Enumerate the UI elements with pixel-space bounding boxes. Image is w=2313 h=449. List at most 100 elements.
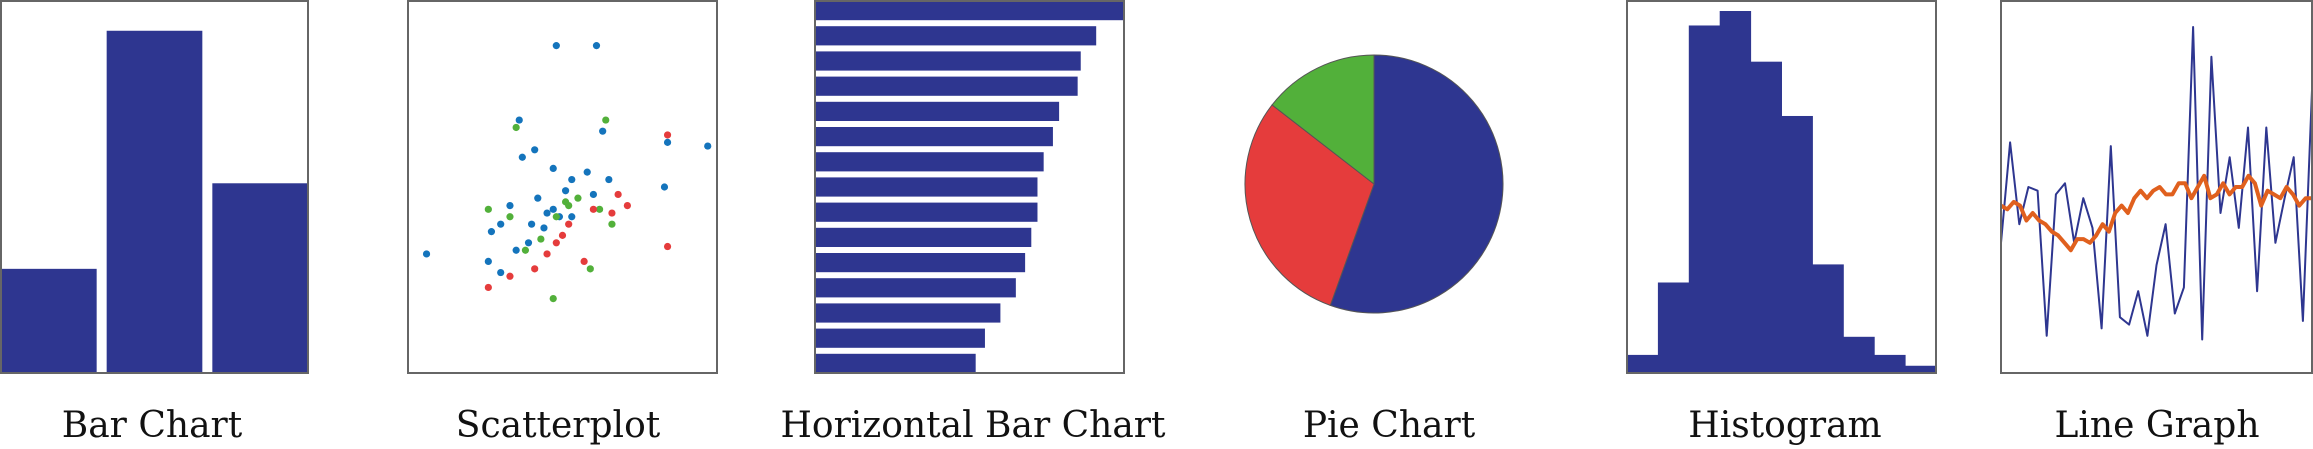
scatter-point-green-9 (586, 265, 594, 273)
bar-chart-frame (0, 0, 309, 374)
scatter-point-red-11 (663, 242, 672, 251)
hbar-8 (815, 177, 1038, 197)
scatter-point-blue-29 (528, 220, 536, 228)
scatter-point-blue-7 (531, 146, 539, 154)
scatter-point-green-8 (595, 205, 604, 213)
hbar-13 (815, 303, 1001, 323)
scatter-point-blue-15 (484, 257, 492, 265)
bar-3 (212, 183, 308, 373)
scatter-point-red-9 (589, 205, 598, 213)
histogram-marks (1627, 11, 1937, 374)
hbar-11 (815, 253, 1026, 273)
histogram-bin-9 (1874, 354, 1906, 373)
histogram-bin-2 (1657, 282, 1690, 373)
scatter-point-blue-14 (512, 246, 520, 254)
line-graph-marks (1999, 26, 2313, 341)
scatter-point-blue-12 (506, 202, 514, 210)
scatter-point-green-4 (506, 213, 514, 221)
scatter-point-red-1 (663, 131, 672, 139)
scatter-point-red-7 (506, 272, 514, 280)
scatter-point-blue-20 (605, 175, 613, 184)
scatter-point-blue-8 (487, 228, 496, 236)
line-series-navy (2000, 26, 2313, 341)
histogram-bin-7 (1812, 264, 1844, 373)
scatter-point-blue-21 (543, 209, 551, 217)
scatter-point-green-3 (484, 205, 492, 213)
hbar-4 (815, 76, 1078, 96)
horizontal-bar-chart-panel: Horizontal Bar Chart (781, 0, 1166, 446)
scatter-point-blue-1 (552, 42, 560, 50)
pie-chart-panel: Pie Chart (1244, 54, 1504, 446)
scatter-point-green-6 (565, 202, 573, 210)
histogram-bin-5 (1750, 61, 1782, 374)
bar-chart-marks (1, 30, 308, 373)
hbar-10 (815, 227, 1032, 247)
horizontal-bar-chart-caption: Horizontal Bar Chart (781, 405, 1166, 446)
histogram-caption: Histogram (1688, 405, 1881, 446)
scatter-point-green-1 (512, 123, 520, 132)
scatter-point-blue-10 (568, 175, 576, 184)
histogram-bin-3 (1688, 25, 1721, 373)
hbar-7 (815, 152, 1044, 172)
scatter-point-green-11 (537, 235, 545, 243)
line-graph-frame (2000, 0, 2313, 374)
scatter-point-blue-18 (568, 213, 576, 221)
scatterplot-caption: Scatterplot (456, 405, 661, 446)
hbar-2 (815, 26, 1097, 46)
scatter-point-blue-6 (515, 116, 523, 124)
scatterplot-frame (407, 0, 718, 374)
scatter-point-blue-5 (704, 142, 712, 150)
histogram-bin-1 (1627, 354, 1659, 373)
bar-chart-caption: Bar Chart (62, 405, 243, 446)
pie-slice-green (1271, 54, 1375, 186)
scatter-point-red-14 (608, 209, 616, 217)
histogram-panel: Histogram (1626, 0, 1937, 446)
scatter-point-red-10 (552, 239, 560, 247)
line-series-orange (1999, 173, 2312, 253)
scatter-point-red-2 (623, 202, 631, 210)
scatter-point-green-10 (521, 246, 530, 254)
bar-chart-panel: Bar Chart (0, 0, 309, 446)
bar-1 (1, 268, 97, 373)
hbar-6 (815, 127, 1053, 147)
scatter-point-red-12 (580, 257, 588, 265)
scatter-point-blue-13 (497, 220, 505, 228)
scatter-point-blue-17 (549, 205, 557, 213)
hbar-14 (815, 328, 985, 348)
scatter-point-blue-9 (549, 164, 557, 172)
scatter-point-blue-2 (592, 42, 601, 50)
scatter-point-blue-24 (540, 224, 548, 232)
histogram-bin-6 (1781, 115, 1813, 373)
scatter-point-blue-26 (663, 138, 672, 146)
scatter-point-blue-3 (422, 250, 431, 258)
scatter-point-blue-11 (534, 194, 542, 202)
hbar-5 (815, 101, 1060, 121)
histogram-bin-8 (1843, 336, 1875, 373)
scatter-point-green-14 (608, 220, 616, 228)
scatter-point-red-6 (543, 250, 551, 258)
scatter-point-red-4 (565, 220, 573, 228)
pie-slice-red (1244, 104, 1375, 307)
hbar-15 (815, 353, 976, 373)
scatter-point-red-5 (558, 231, 567, 239)
scatter-point-green-13 (574, 194, 582, 202)
hbar-12 (815, 278, 1016, 298)
scatter-point-green-2 (602, 116, 610, 124)
line-graph-caption: Line Graph (2054, 405, 2259, 446)
scatterplot-panel: Scatterplot (407, 0, 718, 446)
scatter-point-blue-28 (583, 168, 591, 176)
histogram-bin-4 (1719, 11, 1752, 373)
pie-chart-caption: Pie Chart (1303, 405, 1476, 446)
hbar-3 (815, 51, 1081, 71)
scatter-point-blue-23 (497, 268, 505, 277)
scatter-point-blue-27 (518, 153, 526, 161)
bar-2 (106, 30, 203, 373)
scatter-point-red-3 (614, 190, 622, 199)
hbar-1 (815, 1, 1124, 21)
scatter-point-blue-25 (599, 127, 607, 135)
hbar-9 (815, 202, 1038, 222)
line-graph-panel: Line Graph (1999, 0, 2313, 446)
scatterplot-marks (422, 42, 712, 303)
scatter-point-blue-4 (660, 183, 669, 191)
